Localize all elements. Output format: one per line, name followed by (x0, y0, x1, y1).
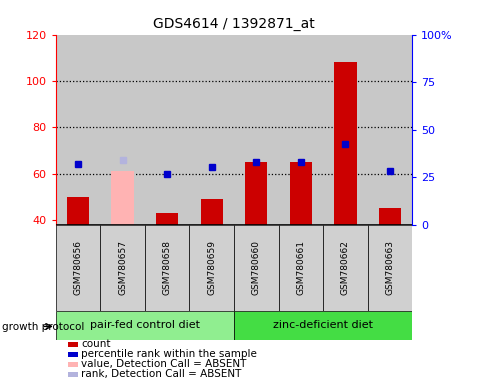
Text: GSM780659: GSM780659 (207, 240, 216, 295)
Text: percentile rank within the sample: percentile rank within the sample (81, 349, 257, 359)
Bar (233, 225, 278, 311)
Bar (244, 162, 267, 225)
Title: GDS4614 / 1392871_at: GDS4614 / 1392871_at (153, 17, 314, 31)
Text: GSM780663: GSM780663 (385, 240, 393, 295)
Text: GSM780657: GSM780657 (118, 240, 127, 295)
Text: count: count (81, 339, 110, 349)
Bar (367, 35, 411, 225)
Bar (378, 209, 400, 225)
Bar (56, 35, 100, 225)
Bar (56, 311, 233, 340)
Text: GSM780662: GSM780662 (340, 240, 349, 295)
Bar (189, 225, 233, 311)
Bar (56, 225, 100, 311)
Bar (156, 213, 178, 225)
Bar (333, 62, 356, 225)
Bar (68, 342, 77, 347)
Bar (278, 225, 322, 311)
Bar (145, 35, 189, 225)
Bar (278, 35, 322, 225)
Text: GSM780661: GSM780661 (296, 240, 305, 295)
Text: GSM780660: GSM780660 (251, 240, 260, 295)
Bar (67, 197, 89, 225)
Text: value, Detection Call = ABSENT: value, Detection Call = ABSENT (81, 359, 246, 369)
Bar (322, 225, 367, 311)
Bar (233, 311, 411, 340)
Bar (111, 171, 134, 225)
Bar (145, 225, 189, 311)
Bar (68, 352, 77, 357)
Bar (322, 35, 367, 225)
Text: zinc-deficient diet: zinc-deficient diet (272, 320, 372, 331)
Text: growth protocol: growth protocol (2, 322, 85, 332)
Bar (367, 225, 411, 311)
Bar (200, 199, 223, 225)
Bar (189, 35, 233, 225)
Text: rank, Detection Call = ABSENT: rank, Detection Call = ABSENT (81, 369, 241, 379)
Bar (100, 225, 145, 311)
Bar (100, 35, 145, 225)
Bar (289, 162, 311, 225)
Text: GSM780658: GSM780658 (162, 240, 171, 295)
Text: pair-fed control diet: pair-fed control diet (90, 320, 199, 331)
Bar (68, 372, 77, 377)
Bar (233, 35, 278, 225)
Text: GSM780656: GSM780656 (74, 240, 82, 295)
Bar (68, 362, 77, 367)
